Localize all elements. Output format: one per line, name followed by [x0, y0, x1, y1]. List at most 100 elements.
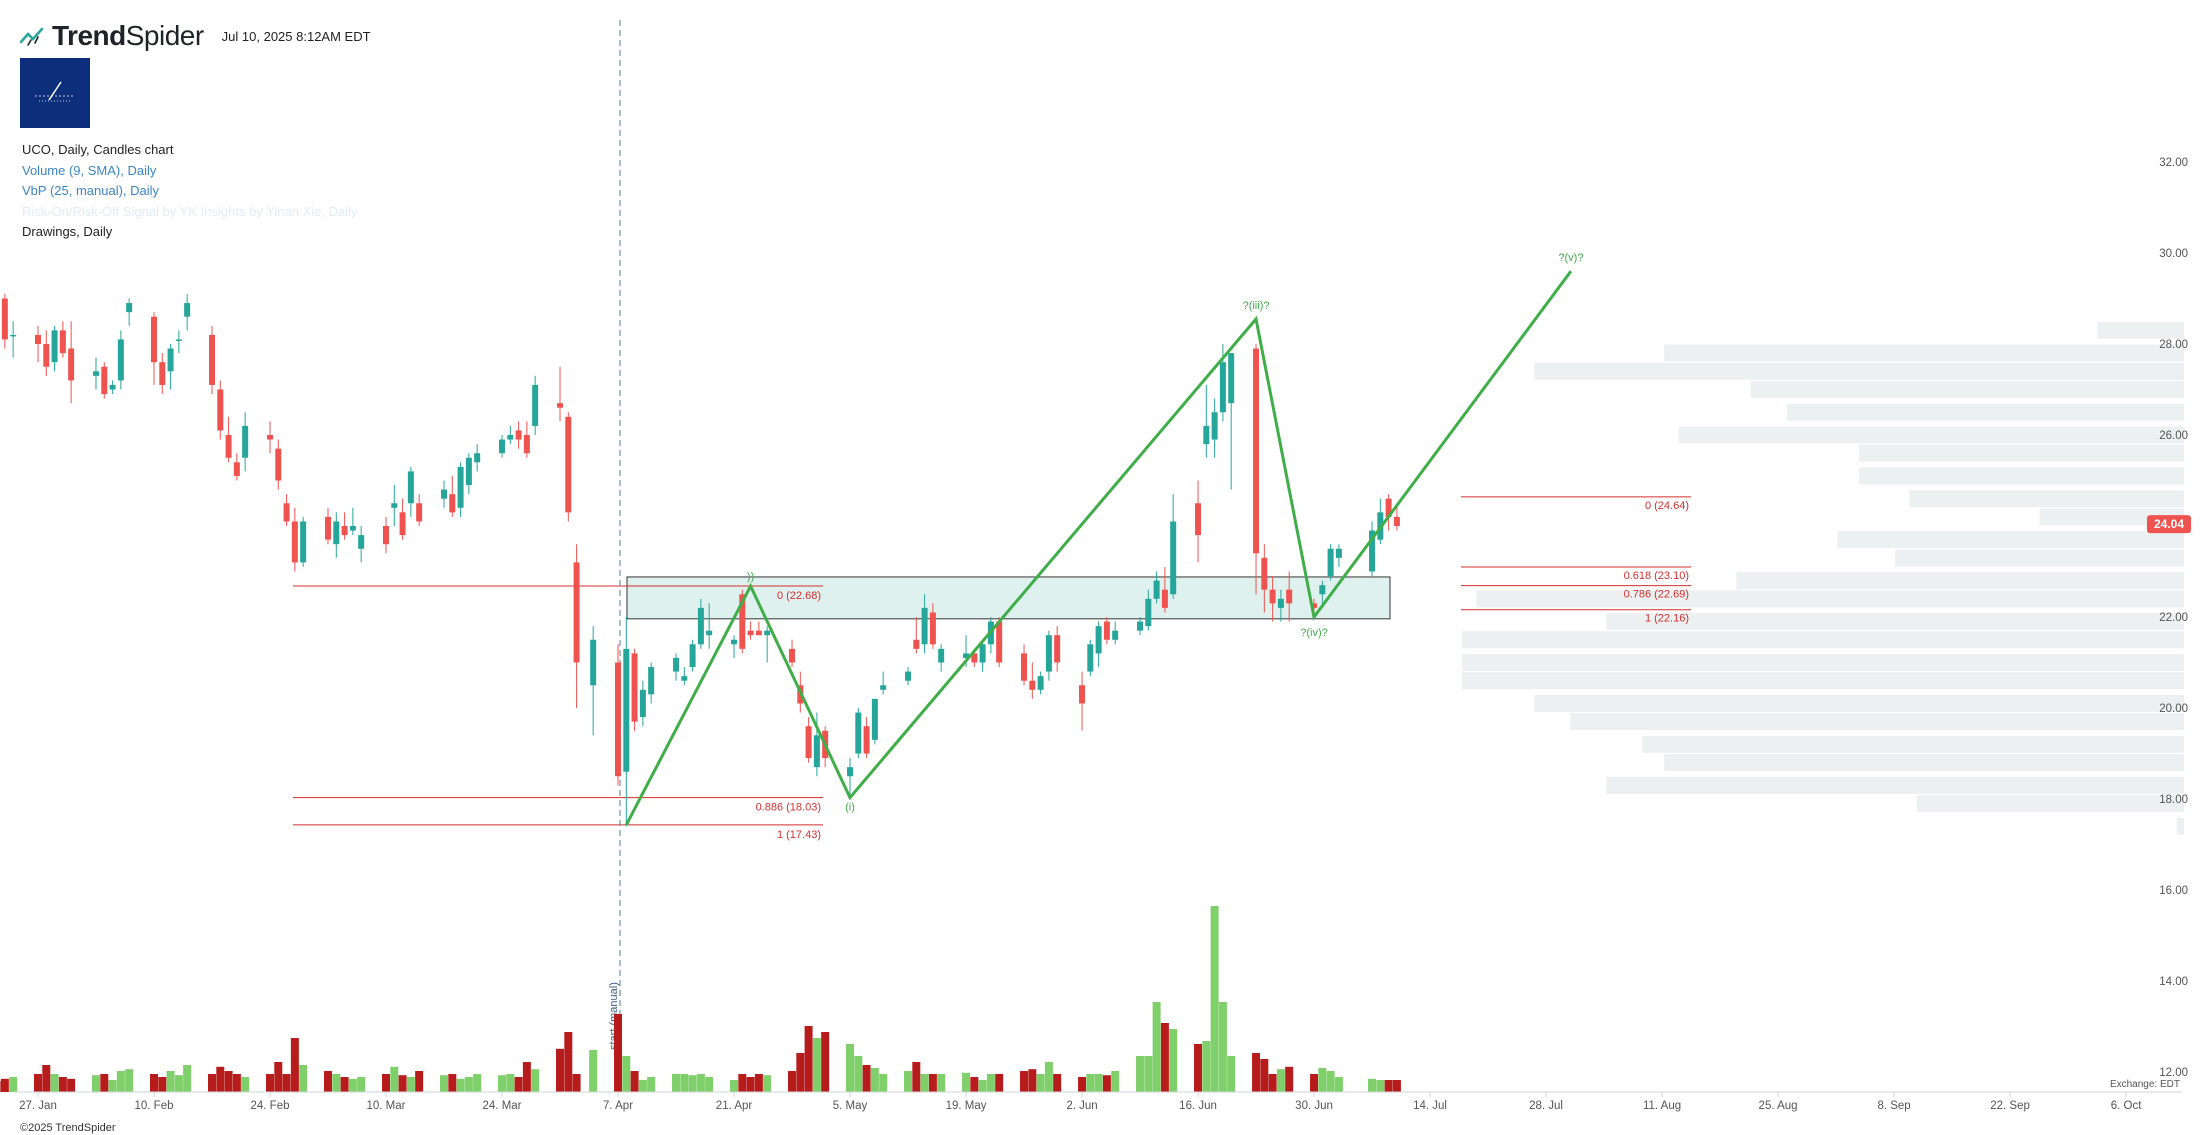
- volume-bar: [348, 1078, 357, 1092]
- candle-body: [689, 644, 696, 668]
- volume-bar: [1227, 1056, 1236, 1092]
- legend-vbp[interactable]: VbP (25, manual), Daily: [22, 183, 160, 198]
- volume-bar: [116, 1071, 125, 1092]
- volume-bar: [1260, 1059, 1269, 1092]
- candle-body: [590, 639, 597, 686]
- candle-body: [789, 648, 796, 663]
- volume-bar: [564, 1032, 573, 1092]
- volume-bar: [1053, 1074, 1062, 1092]
- volume-bar: [1334, 1077, 1343, 1092]
- legend-signal[interactable]: Risk-On/Risk-Off Signal by YK Insights b…: [22, 203, 358, 219]
- volume-bar: [9, 1077, 18, 1092]
- candle-body: [1335, 548, 1342, 558]
- candle-body: [151, 316, 158, 363]
- chart-legend: UCO, Daily, Candles chart Volume (9, SMA…: [22, 140, 358, 243]
- volume-bar: [1044, 1062, 1053, 1092]
- volume-bar: [754, 1074, 763, 1092]
- candle-body: [267, 435, 274, 440]
- volume-bar: [638, 1080, 647, 1092]
- vbp-bar: [1462, 631, 2184, 649]
- volume-bar: [415, 1071, 424, 1092]
- volume-bar: [1310, 1074, 1319, 1092]
- candle-body: [1079, 685, 1086, 704]
- volume-bar: [382, 1074, 391, 1092]
- volume-bar: [680, 1074, 689, 1092]
- fib-label-left: 0 (22.68): [777, 590, 821, 602]
- candle-body: [1137, 621, 1144, 631]
- candle-body: [1261, 557, 1268, 590]
- y-tick-label: 30.00: [2159, 248, 2188, 260]
- volume-bar: [174, 1075, 183, 1092]
- legend-volume[interactable]: Volume (9, SMA), Daily: [22, 162, 157, 178]
- y-tick-label: 18.00: [2159, 794, 2188, 806]
- candle-body: [68, 348, 75, 381]
- volume-bar: [1169, 1029, 1178, 1092]
- legend-main[interactable]: UCO, Daily, Candles chart: [22, 142, 174, 157]
- price-axis[interactable]: 32.0030.0028.0026.0024.0022.0020.0018.00…: [2110, 157, 2191, 1090]
- volume-bar: [266, 1074, 275, 1092]
- volume-bar: [986, 1074, 995, 1092]
- exchange-label: Exchange: EDT: [2110, 1079, 2180, 1090]
- candle-body: [1161, 589, 1168, 608]
- candle-body: [407, 471, 414, 504]
- candle-body: [325, 516, 332, 540]
- volume-bar: [970, 1077, 979, 1092]
- volume-bar: [796, 1053, 805, 1092]
- wave-path: [624, 270, 1573, 826]
- header: TrendSpider Jul 10, 2025 8:12AM EDT: [18, 16, 371, 56]
- volume-bar: [473, 1074, 482, 1092]
- vbp-bar: [2097, 321, 2184, 339]
- candle-body: [1269, 589, 1276, 604]
- fib-label-left: 1 (17.43): [777, 829, 821, 841]
- vbp-bar: [1462, 654, 2184, 671]
- candle-body: [1112, 630, 1119, 640]
- candle-body: [399, 512, 406, 536]
- volume-bar: [498, 1075, 507, 1092]
- avatar[interactable]: [20, 58, 90, 128]
- volume-bar: [854, 1056, 863, 1092]
- y-tick-label: 22.00: [2159, 612, 2188, 624]
- candle-body: [184, 303, 191, 317]
- candle-body: [1369, 530, 1376, 572]
- candle-body: [283, 503, 290, 522]
- wave-label: ?(v)?: [1558, 252, 1583, 264]
- candle-body: [109, 384, 116, 390]
- candles: [1, 293, 1400, 827]
- candle-body: [449, 494, 456, 513]
- volume-bar: [390, 1066, 399, 1092]
- candle-body: [565, 416, 572, 513]
- volume-bar: [804, 1026, 813, 1092]
- fibonacci-levels[interactable]: 0 (22.68) 0.886 (18.03) 1 (17.43) 0 (24.64)…: [293, 496, 1691, 841]
- x-tick-label: 2. Jun: [1066, 1100, 1097, 1112]
- volume-bar: [862, 1065, 871, 1092]
- volume-bar: [50, 1074, 59, 1092]
- candle-body: [1103, 621, 1110, 640]
- x-tick-label: 21. Apr: [716, 1100, 753, 1112]
- volume-bar: [332, 1074, 341, 1092]
- volume-bar: [1318, 1068, 1327, 1092]
- candle-body: [159, 362, 166, 385]
- candle-body: [706, 630, 713, 636]
- time-axis[interactable]: 27. Jan 10. Feb 24. Feb 10. Mar 24. Mar 7. Ap…: [14, 1091, 2207, 1112]
- candle-body: [681, 676, 688, 681]
- candle-body: [175, 339, 182, 341]
- volume-bar: [1144, 1056, 1153, 1092]
- x-tick-label: 14. Jul: [1413, 1100, 1447, 1112]
- start-marker[interactable]: start (manual): [608, 20, 621, 1092]
- vbp-bar: [1570, 713, 2184, 731]
- volume-bar: [522, 1062, 531, 1092]
- candle-body: [349, 526, 356, 531]
- candle-body: [441, 489, 448, 499]
- candle-body: [341, 526, 348, 536]
- volume-bar: [324, 1071, 333, 1092]
- candle-body: [847, 767, 854, 777]
- elliott-wave[interactable]: )) ?(iii)? ?(iv)? ?(v)? (i): [624, 252, 1583, 826]
- legend-drawings[interactable]: Drawings, Daily: [22, 224, 113, 239]
- candle-body: [1311, 603, 1318, 608]
- brand-name[interactable]: TrendSpider: [52, 20, 204, 51]
- volume-bar: [730, 1080, 739, 1092]
- volume-by-price: [1462, 321, 2184, 835]
- candle-body: [739, 594, 746, 649]
- timestamp: Jul 10, 2025 8:12AM EDT: [221, 28, 371, 44]
